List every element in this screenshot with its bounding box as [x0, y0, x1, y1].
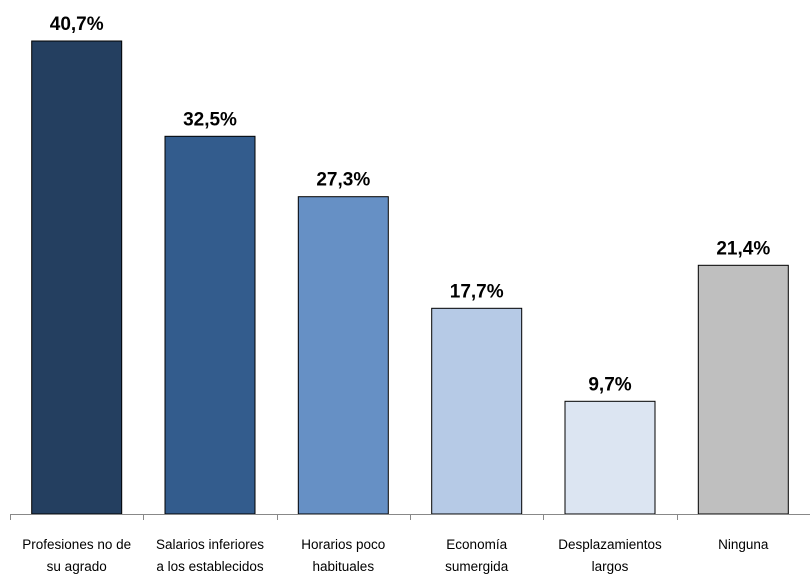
bar — [564, 400, 656, 515]
bar-value-label: 21,4% — [716, 238, 770, 259]
bar-value-label: 27,3% — [316, 170, 370, 191]
category-label-line: Ninguna — [718, 537, 769, 552]
x-axis-ticks — [10, 514, 678, 520]
bar-value-label: 32,5% — [183, 109, 237, 130]
bar — [431, 307, 523, 515]
category-labels-group: Profesiones no de su agrado Salarios infer… — [22, 537, 769, 574]
category-label: Desplazamientos largos — [558, 537, 662, 574]
bar-value-label: 9,7% — [588, 374, 631, 395]
bar-value-label: 17,7% — [450, 281, 504, 302]
bar — [697, 264, 789, 515]
bar — [31, 40, 123, 515]
value-labels-group: 40,7% 32,5% 27,3% 17,7% 9,7% 21,4% — [50, 14, 771, 395]
category-label-line: sumergida — [445, 559, 509, 574]
category-label-line: Salarios inferiores — [156, 537, 264, 552]
bars-group — [31, 40, 789, 515]
bar-value-label: 40,7% — [50, 14, 104, 35]
category-label: Ninguna — [718, 537, 769, 552]
category-label-line: Desplazamientos — [558, 537, 662, 552]
category-label-line: Profesiones no de — [22, 537, 131, 552]
category-label-line: Economía — [446, 537, 507, 552]
category-label-line: su agrado — [47, 559, 107, 574]
category-label-line: largos — [592, 559, 629, 574]
category-label-line: Horarios poco — [301, 537, 385, 552]
bar — [297, 196, 389, 515]
category-label: Profesiones no de su agrado — [22, 537, 131, 574]
category-label: Economía sumergida — [445, 537, 509, 574]
bar — [164, 135, 256, 515]
category-label: Horarios poco habituales — [301, 537, 385, 574]
category-label: Salarios inferiores a los establecidos — [156, 537, 264, 574]
category-label-line: habituales — [313, 559, 375, 574]
category-label-line: a los establecidos — [156, 559, 264, 574]
